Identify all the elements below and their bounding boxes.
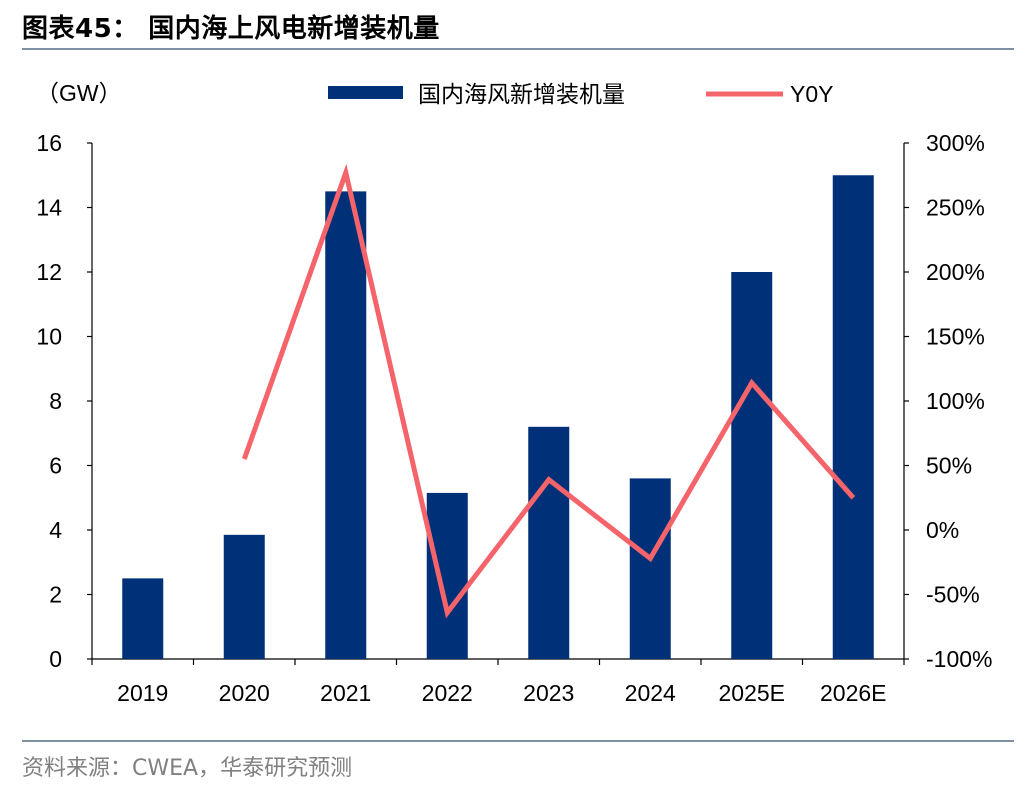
x-axis-tick-label: 2026E [820,680,887,706]
left-axis-unit-label: （GW） [36,80,122,106]
figure-title: 图表45： 国内海上风电新增装机量 [22,14,440,44]
left-axis-tick-label: 0 [49,646,62,672]
left-axis-tick-label: 6 [49,453,62,479]
x-axis-tick-label: 2025E [718,680,785,706]
right-axis-tick-label: 300% [926,130,985,156]
chart: 0 2 4 6 8 10 12 14 16 -100% -50% 0% 50% 100% 150% 200%… [36,80,992,706]
left-axis-tick-label: 16 [36,130,62,156]
right-axis-tick-label: 0% [926,517,959,543]
right-axis-tick-label: -100% [926,646,992,672]
x-axis-tick-label: 2022 [422,680,473,706]
bar-2020 [223,534,265,659]
x-axis: 2019 2020 2021 2022 2023 2024 2025E 2026E [91,658,905,706]
bar-series [122,175,874,659]
x-axis-tick-label: 2020 [219,680,270,706]
right-axis-tick-label: 100% [926,388,985,414]
left-axis-tick-label: 4 [49,517,62,543]
left-axis-tick-label: 2 [49,582,62,608]
bar-2022 [426,492,468,659]
right-axis-tick-label: -50% [926,582,980,608]
bar-2019 [122,578,164,659]
x-axis-tick-label: 2021 [320,680,371,706]
bar-2023 [528,426,570,659]
bar-2026E [832,175,874,659]
x-axis-tick-label: 2019 [117,680,168,706]
right-axis-tick-label: 250% [926,195,985,221]
bar-2024 [629,478,671,659]
left-axis-tick-label: 8 [49,388,62,414]
bar-2021 [325,191,367,659]
right-axis-tick-label: 200% [926,259,985,285]
right-axis: -100% -50% 0% 50% 100% 150% 200% 250% 300% [903,130,992,672]
left-axis-tick-label: 12 [36,259,62,285]
bar-2025E [731,272,773,659]
right-axis-tick-label: 150% [926,324,985,350]
title-divider [22,48,1014,50]
legend-bar-swatch [328,86,403,99]
left-axis-tick-label: 10 [36,324,62,350]
x-axis-tick-label: 2023 [523,680,574,706]
left-axis-tick-label: 14 [36,195,62,221]
source-note: 资料来源：CWEA，华泰研究预测 [22,756,353,781]
legend-line-label: Y0Y [790,81,833,107]
yoy-line-series [241,163,856,619]
legend-bar-label: 国内海风新增装机量 [418,81,625,107]
source-divider [22,740,1014,742]
left-axis: 0 2 4 6 8 10 12 14 16 [36,130,93,672]
x-axis-tick-label: 2024 [625,680,676,706]
legend: 国内海风新增装机量 Y0Y [328,81,833,107]
right-axis-tick-label: 50% [926,453,972,479]
